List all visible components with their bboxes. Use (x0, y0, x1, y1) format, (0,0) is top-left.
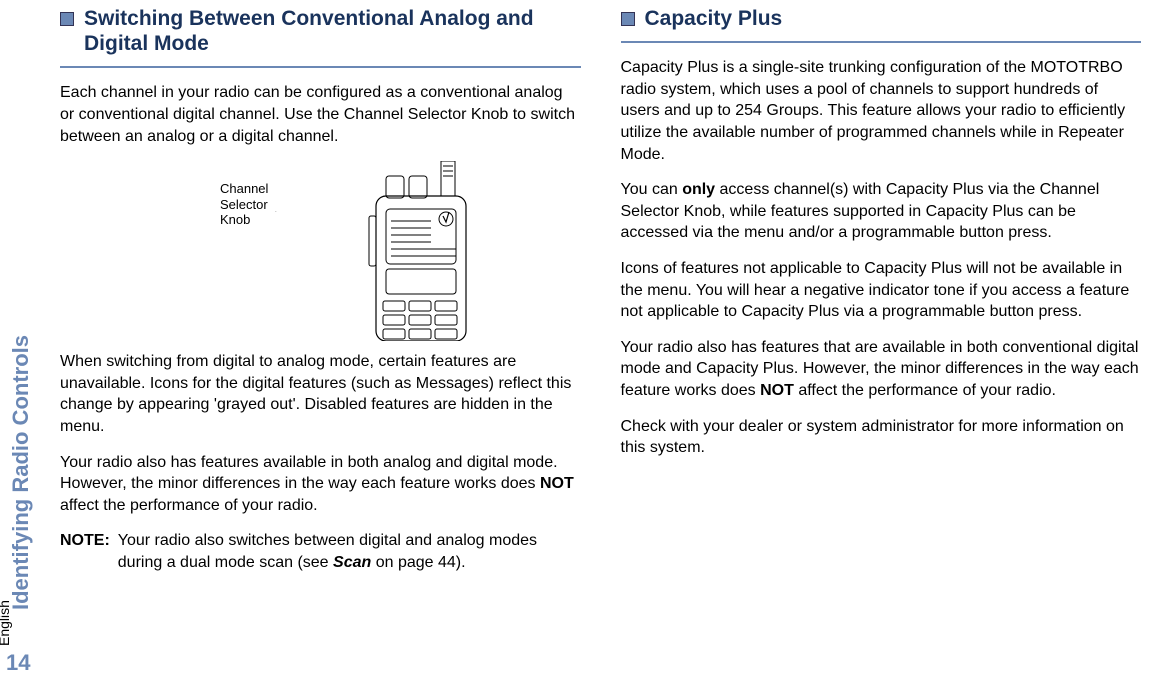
callout-line3: Knob (220, 212, 250, 227)
section-header-left: Switching Between Conventional Analog an… (60, 6, 581, 56)
left-column: Switching Between Conventional Analog an… (60, 0, 581, 696)
bold-text: NOT (760, 382, 794, 399)
section-header-right: Capacity Plus (621, 6, 1142, 31)
section-title-vertical: Identifying Radio Controls (8, 335, 34, 610)
text: Your radio also switches between digital… (118, 532, 537, 571)
paragraph: When switching from digital to analog mo… (60, 351, 581, 437)
heading-analog-digital: Switching Between Conventional Analog an… (84, 6, 581, 56)
bullet-icon (621, 12, 635, 26)
paragraph: You can only access channel(s) with Capa… (621, 179, 1142, 244)
page-content: Switching Between Conventional Analog an… (60, 0, 1141, 696)
bold-text: NOT (540, 475, 574, 492)
callout-label: Channel Selector Knob (220, 181, 268, 228)
paragraph: Capacity Plus is a single-site trunking … (621, 57, 1142, 165)
callout-line2: Selector (220, 197, 268, 212)
paragraph: Check with your dealer or system adminis… (621, 416, 1142, 459)
bullet-icon (60, 12, 74, 26)
radio-figure: Channel Selector Knob (60, 161, 581, 341)
note-label: NOTE: (60, 530, 110, 573)
bold-text: only (682, 181, 715, 198)
paragraph: Icons of features not applicable to Capa… (621, 258, 1142, 323)
page-number: 14 (6, 650, 30, 676)
radio-illustration (351, 161, 491, 341)
text: affect the performance of your radio. (794, 382, 1056, 399)
note-body: Your radio also switches between digital… (118, 530, 581, 573)
paragraph: Each channel in your radio can be config… (60, 82, 581, 147)
text: Your radio also has features available i… (60, 454, 558, 493)
text: affect the performance of your radio. (60, 497, 318, 514)
sidebar: Identifying Radio Controls English 14 (0, 0, 48, 696)
cross-reference: Scan (333, 554, 371, 571)
callout-line1: Channel (220, 181, 268, 196)
note: NOTE: Your radio also switches between d… (60, 530, 581, 573)
text: You can (621, 181, 683, 198)
paragraph: Your radio also has features available i… (60, 452, 581, 517)
paragraph: Your radio also has features that are av… (621, 337, 1142, 402)
text: on page 44). (371, 554, 465, 571)
heading-capacity-plus: Capacity Plus (645, 6, 783, 31)
divider (621, 41, 1142, 43)
right-column: Capacity Plus Capacity Plus is a single-… (621, 0, 1142, 696)
language-label: English (0, 600, 12, 646)
divider (60, 66, 581, 68)
